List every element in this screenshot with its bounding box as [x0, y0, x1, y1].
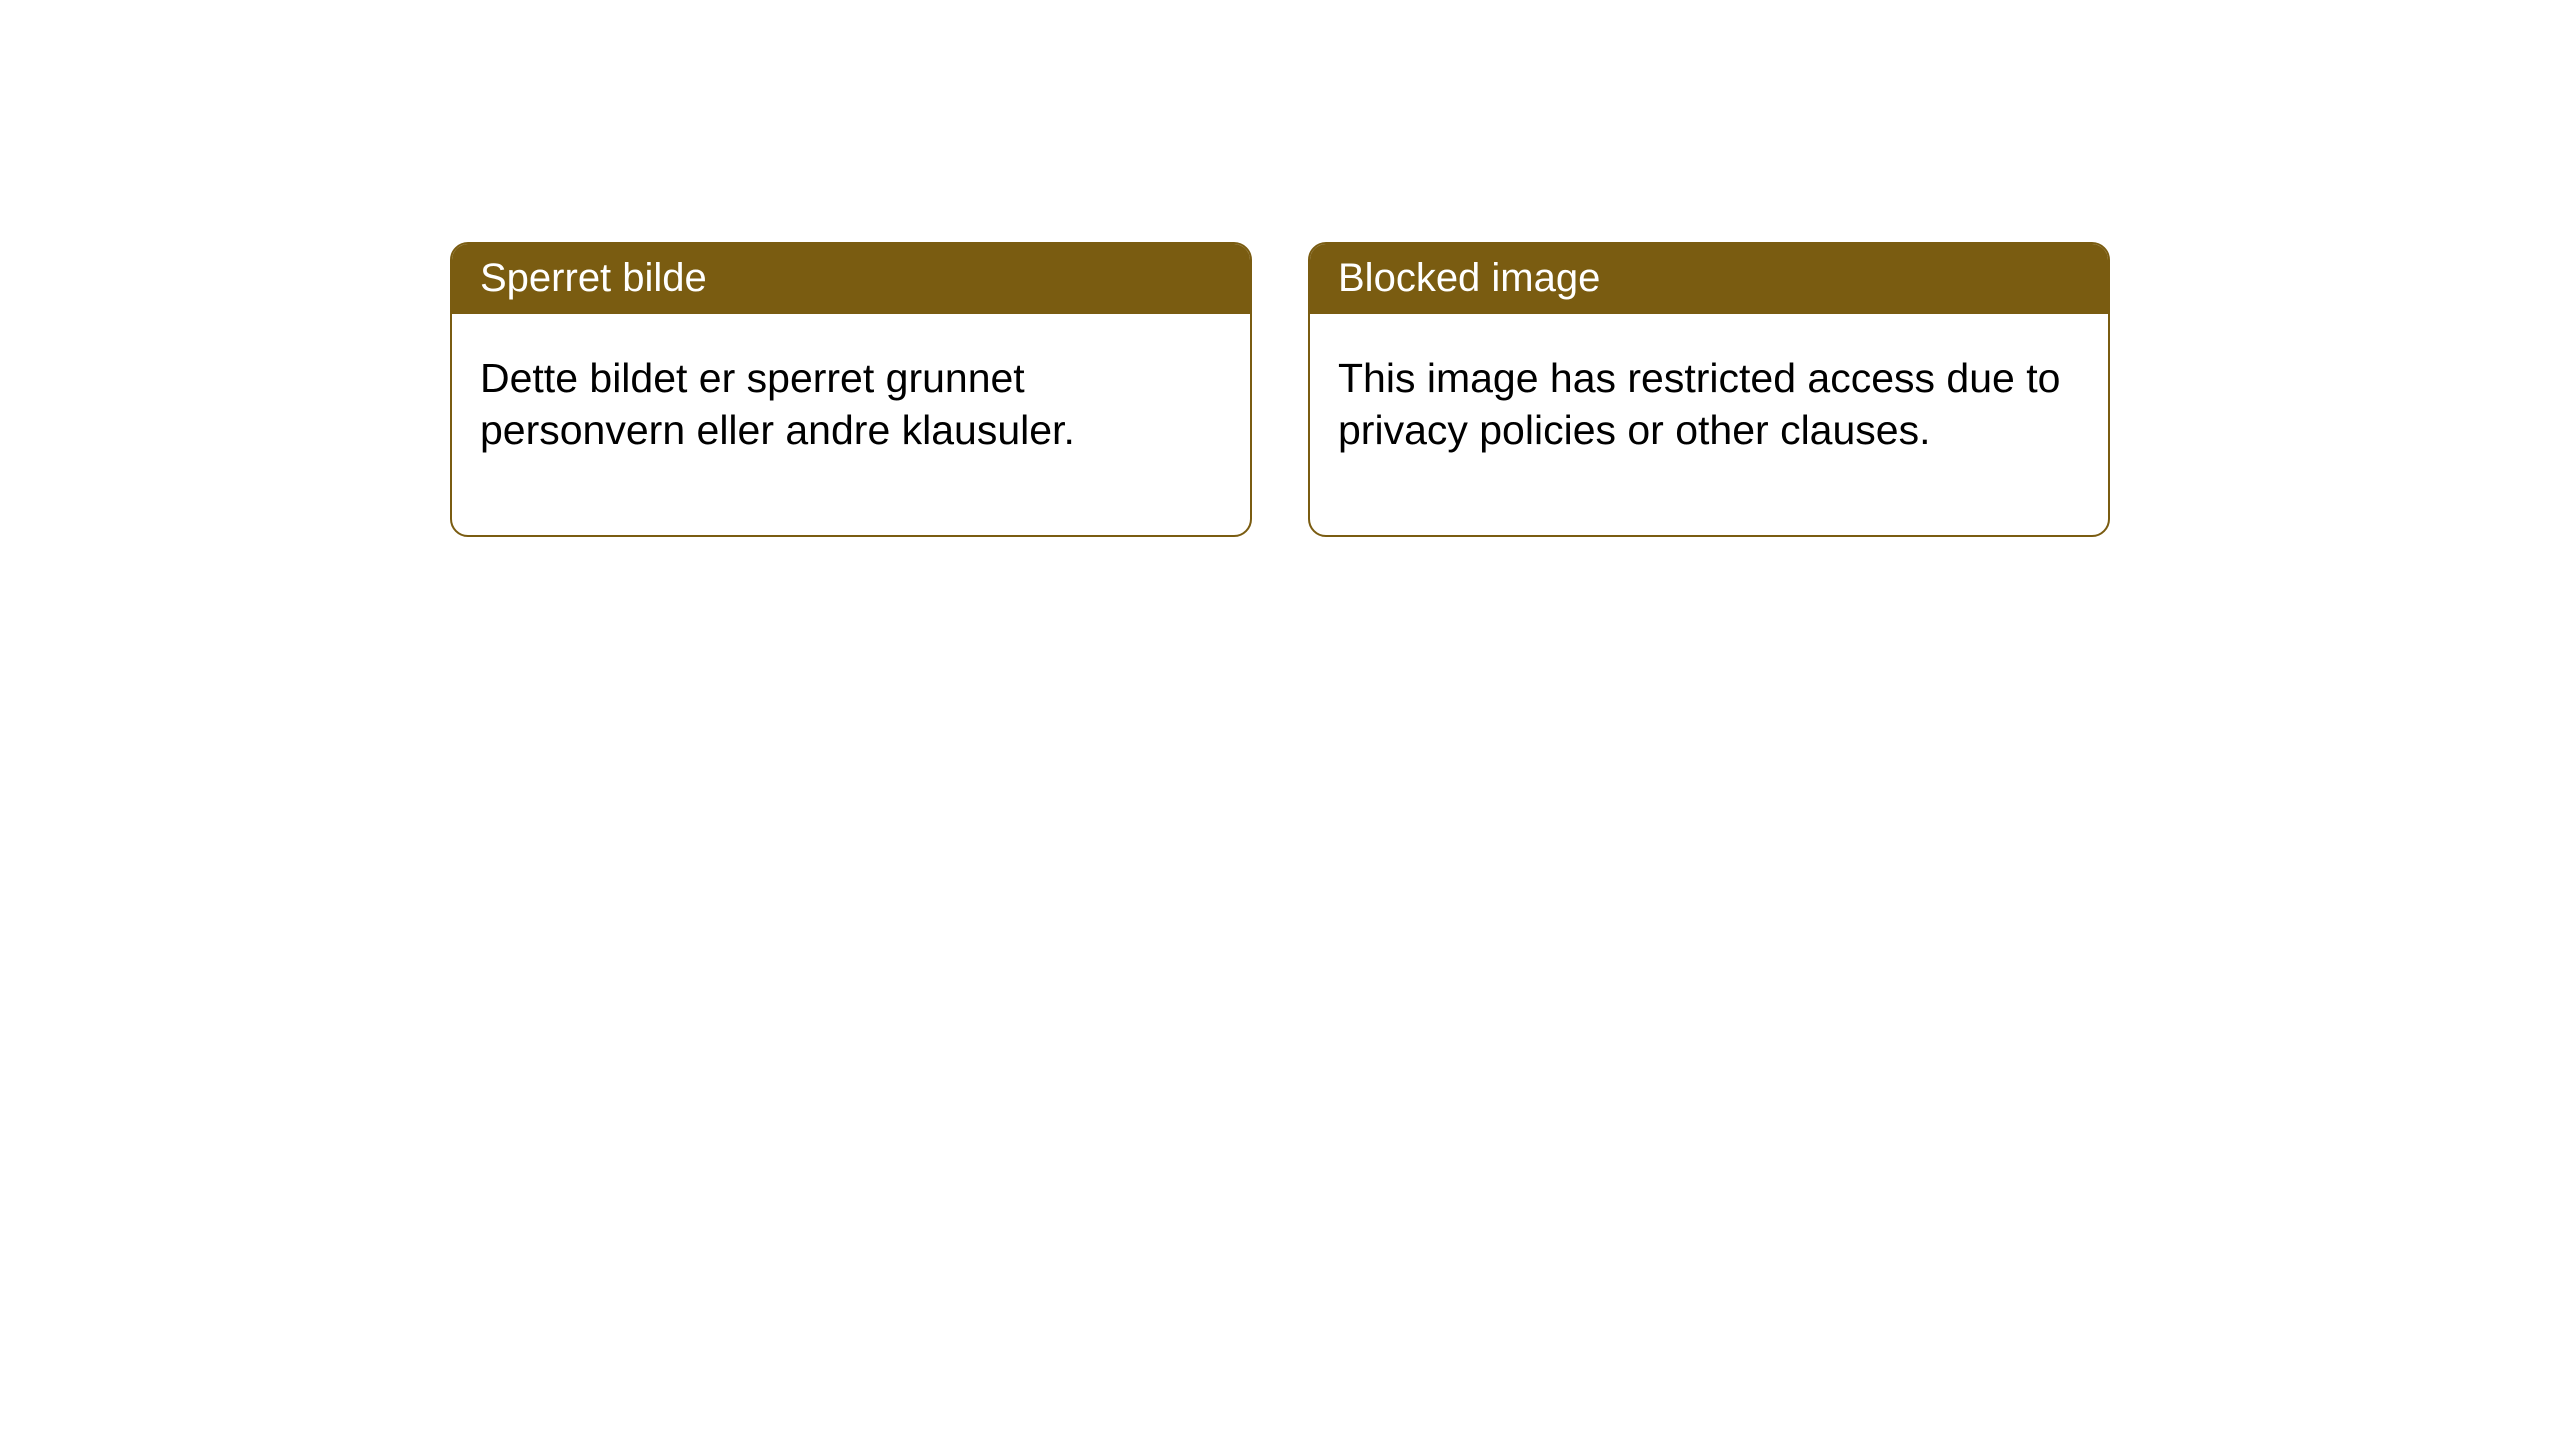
card-body: This image has restricted access due to … — [1310, 314, 2108, 535]
card-body: Dette bildet er sperret grunnet personve… — [452, 314, 1250, 535]
notice-card-norwegian: Sperret bilde Dette bildet er sperret gr… — [450, 242, 1252, 537]
card-body-text: This image has restricted access due to … — [1338, 355, 2060, 453]
card-header: Blocked image — [1310, 244, 2108, 314]
card-body-text: Dette bildet er sperret grunnet personve… — [480, 355, 1075, 453]
card-header: Sperret bilde — [452, 244, 1250, 314]
notice-card-english: Blocked image This image has restricted … — [1308, 242, 2110, 537]
card-title: Sperret bilde — [480, 256, 707, 300]
notice-container: Sperret bilde Dette bildet er sperret gr… — [0, 0, 2560, 537]
card-title: Blocked image — [1338, 256, 1600, 300]
